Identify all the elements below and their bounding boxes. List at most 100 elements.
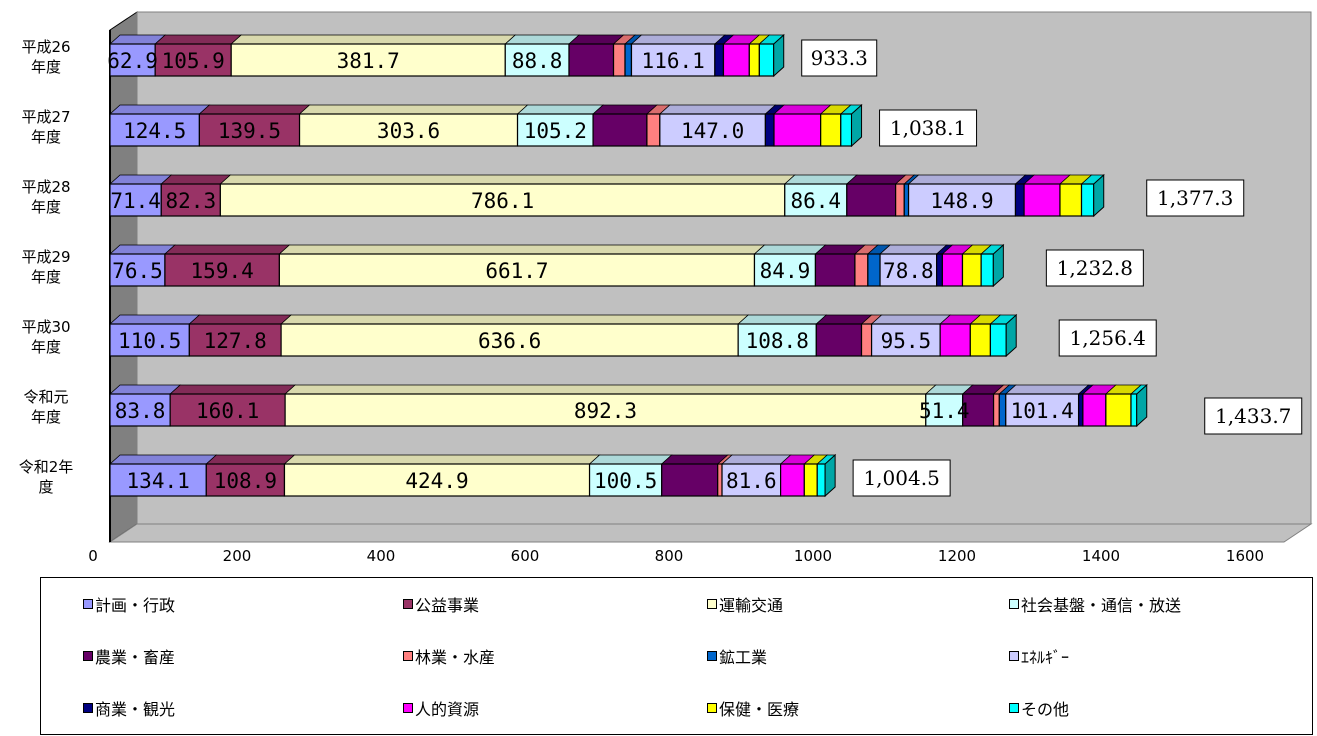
floor <box>108 523 1313 543</box>
segment-value-label: 83.8 <box>115 399 166 423</box>
total-label: 1,004.5 <box>863 466 939 490</box>
legend-label: 運輸交通 <box>719 596 784 615</box>
x-tick-label: 1600 <box>1226 547 1264 565</box>
bar-segment <box>1080 183 1095 217</box>
segment-value-label: 100.5 <box>594 469 657 493</box>
bar-segment <box>1014 183 1025 217</box>
legend-item: その他 <box>1009 696 1069 720</box>
total-label: 1,433.7 <box>1215 404 1291 428</box>
total-label-box <box>852 459 951 497</box>
x-tick-label: 1000 <box>794 547 832 565</box>
x-axis-ticks: 0 200 400 600 800 1000 1200 1400 1600 <box>88 547 1264 565</box>
legend-swatch <box>403 599 413 609</box>
bar-segment <box>1082 393 1107 427</box>
total-label: 1,256.4 <box>1070 326 1146 350</box>
bar-side-face <box>1005 313 1017 358</box>
bar-segment <box>925 393 964 427</box>
legend-item: 鉱工業 <box>707 644 767 668</box>
segment-value-label: 116.1 <box>642 49 705 73</box>
bar-top-face <box>219 174 796 185</box>
total-label: 933.3 <box>811 46 868 70</box>
legend-swatch <box>403 703 413 713</box>
segment-value-label: 95.5 <box>881 329 932 353</box>
legend-label: 保健・医療 <box>719 700 800 719</box>
legend-item: 人的資源 <box>403 696 479 720</box>
bar-top-face <box>753 244 827 255</box>
bar-segment <box>816 463 826 497</box>
legend-label: 計画・行政 <box>95 596 176 615</box>
bar-segment <box>1059 183 1083 217</box>
bar-top-face <box>588 454 673 465</box>
segment-value-label: 127.8 <box>204 329 267 353</box>
bar-segment <box>154 43 232 77</box>
bar-segment <box>939 323 971 357</box>
bar-segment <box>903 183 910 217</box>
segment-value-label: 303.6 <box>377 119 440 143</box>
bar-top-face <box>108 384 182 395</box>
bar-segment <box>936 253 943 287</box>
bar-segment <box>109 323 190 357</box>
x-tick-label: 0 <box>88 547 98 565</box>
bar-segment <box>612 43 626 77</box>
total-label-box <box>1045 249 1144 287</box>
legend-swatch <box>707 703 717 713</box>
x-tick-label: 200 <box>223 547 252 565</box>
bar-segment <box>283 463 591 497</box>
bar-top-face <box>592 104 658 115</box>
segment-value-label: 159.4 <box>191 259 254 283</box>
legend: 計画・行政 公益事業 運輸交通 社会基盤・通信・放送 農業・畜産 林業・水産 鉱工業 ｴﾈﾙｷ… <box>40 577 1313 735</box>
legend-item: 計画・行政 <box>83 592 175 616</box>
bar-segment <box>895 183 905 217</box>
legend-label: 商業・観光 <box>95 700 176 719</box>
legend-item: 農業・畜産 <box>83 644 175 668</box>
bar-top-face <box>198 104 311 115</box>
bar-top-face <box>783 174 858 185</box>
x-tick-label: 1200 <box>938 547 976 565</box>
bar-top-face <box>284 384 937 395</box>
segment-value-label: 81.6 <box>726 469 777 493</box>
bar-segment <box>624 43 633 77</box>
bar-top-face <box>660 454 729 465</box>
bar-segment <box>109 43 156 77</box>
bar-segment <box>992 393 1000 427</box>
bar-top-face <box>630 34 726 45</box>
bar-segment <box>815 323 863 357</box>
segment-value-label: 147.0 <box>681 119 744 143</box>
legend-item: 運輸交通 <box>707 592 783 616</box>
bar-segment <box>714 43 725 77</box>
bar-segment <box>840 113 853 147</box>
segment-value-label: 101.4 <box>1011 399 1074 423</box>
x-tick-label: 400 <box>367 547 396 565</box>
segment-value-label: 134.1 <box>127 469 190 493</box>
bar-side-face <box>851 103 863 148</box>
bar-segment <box>737 323 817 357</box>
segment-value-label: 892.3 <box>574 399 637 423</box>
segment-value-label: 105.9 <box>162 49 225 73</box>
legend-item: ｴﾈﾙｷﾞｰ <box>1009 644 1069 668</box>
segment-value-label: 88.8 <box>512 49 563 73</box>
bar-segment <box>1105 393 1132 427</box>
bar-top-face <box>154 34 243 45</box>
bar-top-face <box>230 34 517 45</box>
segment-value-label: 424.9 <box>405 469 468 493</box>
bar-segment <box>814 253 856 287</box>
bar-segment <box>722 43 750 77</box>
bar-segment <box>980 253 994 287</box>
bar-segment <box>907 183 1017 217</box>
bar-segment <box>962 393 995 427</box>
segment-value-label: 108.8 <box>746 329 809 353</box>
legend-swatch <box>403 651 413 661</box>
bar-top-face <box>737 314 828 325</box>
bar-segment <box>854 253 869 287</box>
bar-top-face <box>278 244 766 255</box>
bar-segment <box>867 253 881 287</box>
bar-segment <box>516 113 594 147</box>
bar-top-face <box>504 34 581 45</box>
total-label: 1,232.8 <box>1057 256 1133 280</box>
total-labels: 933.3 1,038.1 1,377.3 1,232.8 1,256.4 1,433.7… <box>801 39 1303 497</box>
bar-segment <box>646 113 661 147</box>
segment-value-label: 124.5 <box>123 119 186 143</box>
bar-segment <box>989 323 1007 357</box>
bar-segment <box>941 253 964 287</box>
segment-value-label: 636.6 <box>478 329 541 353</box>
